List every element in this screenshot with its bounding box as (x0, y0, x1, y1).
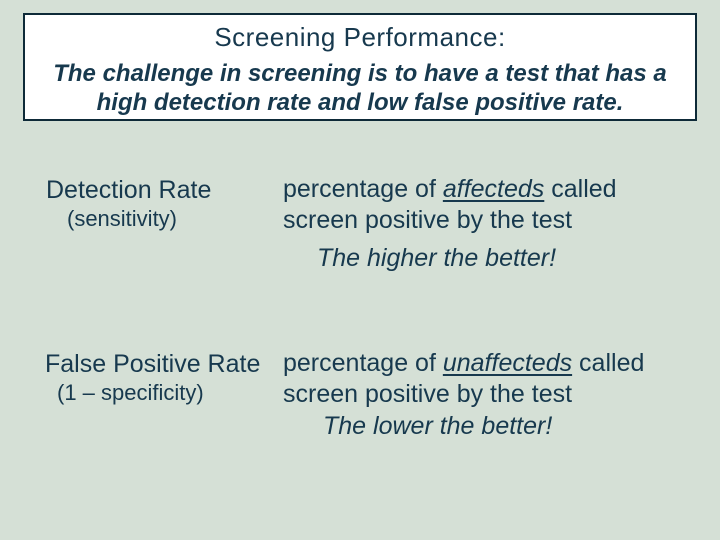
definition-line-2: screen positive by the test (283, 206, 573, 234)
subtitle-line-1: The challenge in screening is to have a … (53, 60, 667, 87)
definition-text-pre: percentage of (283, 175, 443, 203)
definition-text-post: called (572, 349, 645, 377)
definition-line-1: percentage of affecteds called (283, 174, 617, 205)
definition-text-pre: percentage of (283, 349, 443, 377)
definition-emphasized-word: affecteds (442, 175, 545, 203)
definition-text-post: called (544, 175, 617, 203)
definition-detection-rate: percentage of affecteds called screen po… (283, 174, 617, 236)
definition-emphasized-word: unaffecteds (442, 349, 573, 377)
header-box: Screening Performance: The challenge in … (23, 13, 697, 121)
term-block-false-positive-rate: False Positive Rate (1 – specificity) (45, 350, 260, 406)
subtitle-line-2: high detection rate and low false positi… (96, 89, 624, 116)
note-higher-the-better: The higher the better! (317, 244, 557, 272)
slide-subtitle: The challenge in screening is to have a … (25, 59, 695, 117)
definition-line-2: screen positive by the test (283, 380, 573, 408)
term-detection-rate: Detection Rate (46, 176, 212, 204)
term-block-detection-rate: Detection Rate (sensitivity) (46, 176, 211, 232)
term-sub-sensitivity: (sensitivity) (67, 206, 178, 231)
definition-line-1: percentage of unaffecteds called (283, 348, 644, 379)
definition-false-positive-rate: percentage of unaffecteds called screen … (283, 348, 644, 410)
slide-title: Screening Performance: (214, 22, 506, 52)
note-lower-the-better: The lower the better! (323, 412, 553, 440)
term-sub-one-minus-specificity: (1 – specificity) (57, 380, 204, 405)
term-false-positive-rate: False Positive Rate (45, 350, 261, 378)
